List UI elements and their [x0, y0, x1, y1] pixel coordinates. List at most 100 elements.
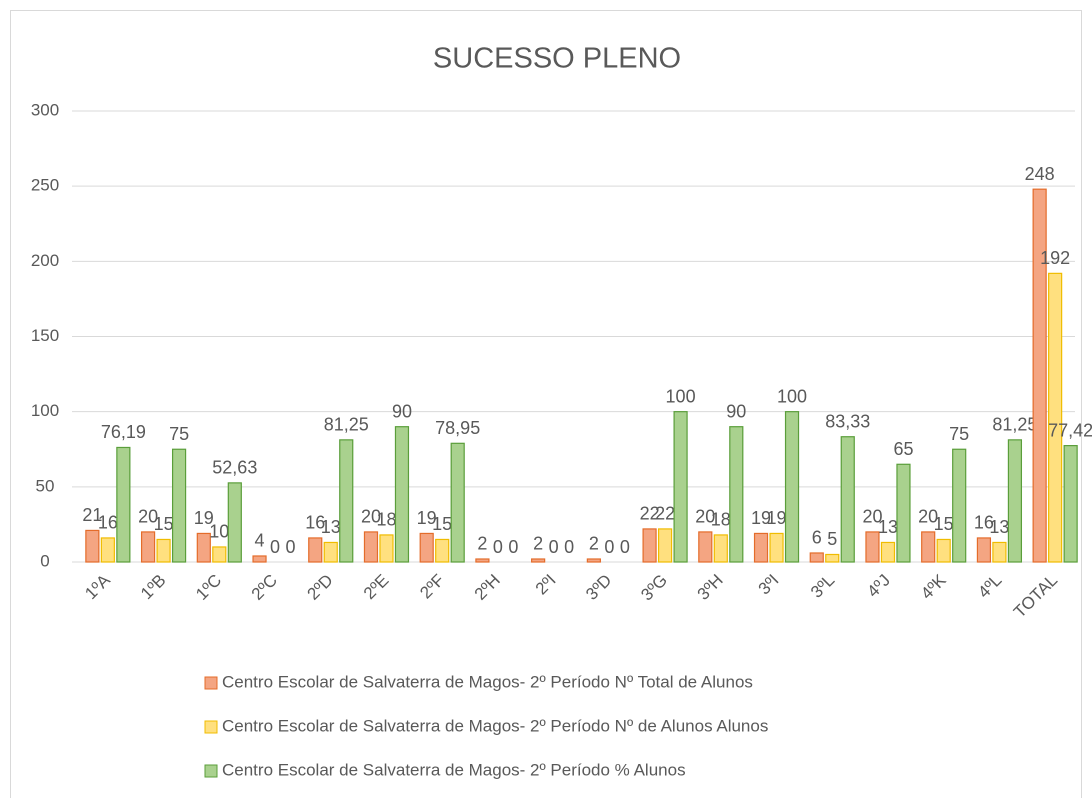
- data-label: 90: [392, 401, 412, 421]
- bar: [1007, 439, 1023, 563]
- data-label: 192: [1040, 248, 1070, 268]
- bar: [339, 439, 354, 563]
- data-label: 6: [812, 528, 822, 548]
- bar: [753, 532, 769, 563]
- bar: [809, 552, 824, 563]
- data-label: 248: [1025, 164, 1055, 184]
- y-tick-label: 300: [31, 100, 59, 119]
- data-label: 52,63: [212, 458, 257, 478]
- chart-border: [10, 10, 1082, 798]
- y-tick-label: 150: [31, 326, 59, 345]
- data-label: 22: [640, 504, 660, 524]
- data-label: 18: [711, 510, 731, 530]
- legend-label: Centro Escolar de Salvaterra de Magos- 2…: [222, 760, 686, 779]
- data-label: 22: [655, 504, 675, 524]
- data-label: 19: [767, 508, 787, 528]
- data-label: 65: [893, 439, 913, 459]
- bar: [825, 553, 840, 563]
- bar: [921, 531, 936, 563]
- bar: [769, 532, 784, 563]
- data-label: 83,33: [825, 411, 870, 431]
- data-label: 19: [417, 508, 437, 528]
- bar: [450, 442, 465, 563]
- data-label: 13: [321, 517, 341, 537]
- data-label: 4: [255, 531, 265, 551]
- data-label: 2: [533, 534, 543, 554]
- bar: [657, 528, 673, 563]
- bar: [419, 532, 434, 563]
- data-label: 15: [934, 514, 954, 534]
- data-label: 18: [376, 510, 396, 530]
- bar: [713, 534, 728, 563]
- bar: [673, 411, 688, 563]
- data-label: 16: [305, 513, 325, 533]
- legend-swatch: [204, 720, 218, 734]
- data-label: 19: [751, 508, 771, 528]
- y-tick-label: 0: [40, 551, 49, 570]
- bar: [1048, 272, 1063, 563]
- data-label: 0: [493, 537, 503, 557]
- data-label: 75: [169, 424, 189, 444]
- bar: [976, 537, 992, 563]
- data-label: 15: [154, 514, 174, 534]
- data-label: 5: [827, 529, 837, 549]
- y-tick-label: 100: [31, 401, 59, 420]
- y-tick-label: 200: [31, 251, 59, 270]
- bar: [85, 529, 100, 563]
- bar: [531, 558, 546, 563]
- data-label: 10: [209, 522, 229, 542]
- bar: [379, 534, 394, 563]
- legend-label: Centro Escolar de Salvaterra de Magos- 2…: [222, 672, 753, 691]
- bar: [252, 555, 267, 563]
- bar: [394, 426, 410, 563]
- data-label: 75: [949, 424, 969, 444]
- bar: [363, 531, 379, 563]
- data-label: 81,25: [324, 415, 369, 435]
- data-label: 19: [194, 508, 214, 528]
- data-label: 2: [477, 534, 487, 554]
- data-label: 20: [695, 507, 715, 527]
- data-label: 100: [777, 386, 807, 406]
- y-tick-label: 50: [36, 476, 55, 495]
- bar: [116, 446, 131, 563]
- chart-title: SUCESSO PLENO: [433, 43, 681, 75]
- bar: [212, 546, 227, 563]
- bar: [698, 531, 713, 563]
- data-label: 78,95: [435, 418, 480, 438]
- bar: [196, 532, 211, 563]
- legend-swatch: [204, 764, 218, 778]
- bar: [896, 463, 911, 563]
- data-label: 90: [726, 401, 746, 421]
- data-label: 0: [508, 537, 518, 557]
- bar: [435, 538, 450, 563]
- data-label: 15: [432, 514, 452, 534]
- data-label: 20: [361, 507, 381, 527]
- bar: [171, 448, 187, 563]
- data-label: 0: [286, 537, 296, 557]
- bar: [936, 538, 951, 563]
- y-tick-label: 250: [31, 176, 59, 195]
- bar: [729, 426, 744, 563]
- bar: [227, 482, 242, 563]
- bar: [784, 411, 800, 563]
- bar: [475, 558, 490, 563]
- bar: [100, 537, 115, 563]
- data-label: 0: [620, 537, 630, 557]
- bar: [586, 558, 601, 563]
- data-label: 2: [589, 534, 599, 554]
- bar: [865, 531, 880, 563]
- data-label: 20: [918, 507, 938, 527]
- data-label: 16: [98, 513, 118, 533]
- data-label: 20: [862, 507, 882, 527]
- data-label: 13: [989, 517, 1009, 537]
- data-label: 0: [549, 537, 559, 557]
- bar: [1063, 445, 1078, 563]
- bar: [952, 448, 967, 563]
- data-label: 21: [82, 505, 102, 525]
- data-label: 13: [878, 517, 898, 537]
- bar: [992, 541, 1007, 563]
- bar: [840, 436, 855, 563]
- data-label: 77,42: [1048, 420, 1092, 440]
- bar: [140, 531, 156, 563]
- bar: [308, 537, 323, 563]
